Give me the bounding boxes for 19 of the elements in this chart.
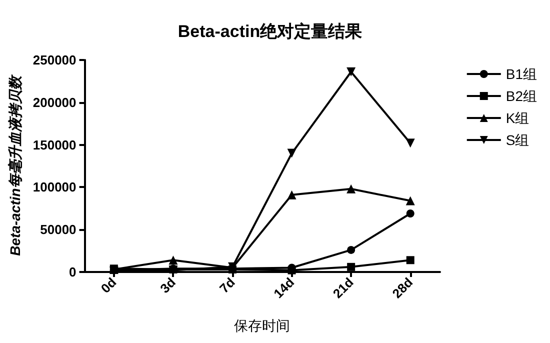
y-tick-label: 100000	[32, 180, 76, 195]
y-tick-label: 250000	[32, 52, 76, 68]
y-tick-label: 150000	[32, 137, 76, 152]
chart-title: Beta-actin绝对定量结果	[178, 22, 364, 41]
legend-label: K组	[506, 110, 530, 126]
x-tick-label: 3d	[157, 274, 179, 296]
x-tick-label: 28d	[389, 274, 416, 302]
x-tick-label: 14d	[270, 274, 298, 302]
y-tick-label: 200000	[32, 94, 76, 110]
x-tick-label: 0d	[98, 274, 120, 296]
x-axis-title: 保存时间	[234, 318, 290, 334]
legend-label: S组	[506, 132, 530, 148]
legend-label: B2组	[506, 88, 537, 104]
y-tick-label: 0	[69, 264, 76, 280]
y-axis-title: Beta-actin每毫升血液拷贝数	[7, 74, 23, 256]
x-tick-label: 21d	[330, 274, 356, 302]
y-tick-label: 50000	[40, 222, 76, 238]
x-tick-label: 7d	[216, 274, 238, 296]
legend-label: B1组	[506, 66, 537, 82]
